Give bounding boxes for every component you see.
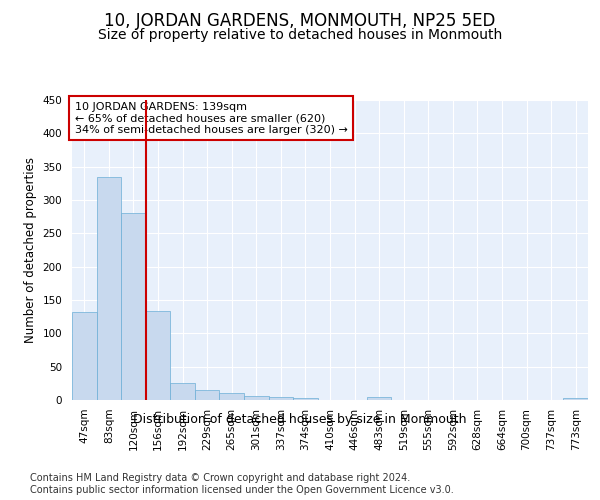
- Bar: [121, 214, 146, 400]
- Bar: [97, 176, 121, 400]
- Bar: [220, 394, 244, 400]
- Bar: [293, 398, 318, 400]
- Bar: [146, 312, 170, 400]
- Text: Size of property relative to detached houses in Monmouth: Size of property relative to detached ho…: [98, 28, 502, 42]
- Bar: [367, 398, 391, 400]
- Bar: [244, 396, 269, 400]
- Bar: [170, 382, 195, 400]
- Y-axis label: Number of detached properties: Number of detached properties: [24, 157, 37, 343]
- Bar: [195, 390, 220, 400]
- Text: Contains HM Land Registry data © Crown copyright and database right 2024.
Contai: Contains HM Land Registry data © Crown c…: [30, 474, 454, 495]
- Bar: [563, 398, 588, 400]
- Text: 10 JORDAN GARDENS: 139sqm
← 65% of detached houses are smaller (620)
34% of semi: 10 JORDAN GARDENS: 139sqm ← 65% of detac…: [74, 102, 347, 134]
- Bar: [72, 312, 97, 400]
- Bar: [269, 396, 293, 400]
- Text: Distribution of detached houses by size in Monmouth: Distribution of detached houses by size …: [133, 412, 467, 426]
- Text: 10, JORDAN GARDENS, MONMOUTH, NP25 5ED: 10, JORDAN GARDENS, MONMOUTH, NP25 5ED: [104, 12, 496, 30]
